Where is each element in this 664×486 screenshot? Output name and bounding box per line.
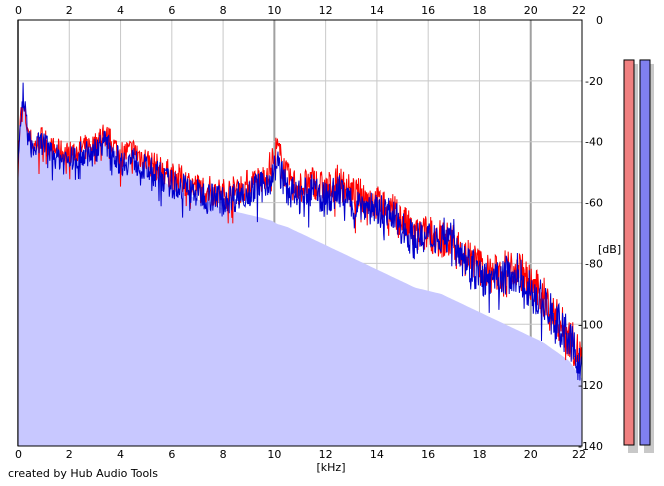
x-tick-label: 0	[15, 448, 22, 461]
x-tick-label: 22	[572, 4, 586, 17]
x-tick-label: 0	[15, 4, 22, 17]
x-tick-label: 6	[168, 448, 175, 461]
x-tick-label: 8	[220, 448, 227, 461]
x-tick-label: 20	[524, 4, 538, 17]
x-tick-label: 6	[168, 4, 175, 17]
y-tick-label: 0	[596, 14, 603, 27]
x-axis-label: [kHz]	[317, 461, 346, 474]
series-layer	[17, 82, 583, 381]
y-tick-label: -100	[578, 318, 603, 331]
x-tick-label: 20	[524, 448, 538, 461]
y-axis-label: [dB]	[598, 243, 621, 256]
y-tick-label: -40	[585, 136, 603, 149]
x-tick-label: 12	[319, 4, 333, 17]
credit-text: created by Hub Audio Tools	[8, 467, 158, 480]
plot-area-frame	[17, 19, 583, 447]
y-tick-label: -140	[578, 440, 603, 453]
y-tick-label: -120	[578, 379, 603, 392]
x-tick-label: 10	[267, 448, 281, 461]
level-meter-left	[623, 59, 635, 446]
x-tick-label: 10	[267, 4, 281, 17]
x-tick-label: 4	[117, 448, 124, 461]
x-tick-label: 2	[66, 448, 73, 461]
x-tick-label: 16	[421, 448, 435, 461]
x-tick-labels-bottom: 0 2 4 6 8 10 12 14 16 18 20 22	[15, 448, 586, 461]
series-line-right	[17, 82, 583, 381]
x-tick-label: 18	[472, 4, 486, 17]
y-tick-labels: 0 -20 -40 -60 -80 -100 -120 -140	[578, 14, 603, 453]
x-tick-labels-top: 0 2 4 6 8 10 12 14 16 18 20 22	[15, 4, 586, 17]
level-meters	[623, 59, 654, 454]
x-tick-label: 4	[117, 4, 124, 17]
x-tick-label: 12	[319, 448, 333, 461]
x-tick-label: 16	[421, 4, 435, 17]
level-meter-right	[639, 59, 651, 446]
x-tick-label: 2	[66, 4, 73, 17]
x-tick-label: 22	[572, 448, 586, 461]
y-tick-label: -60	[585, 197, 603, 210]
x-tick-label: 14	[370, 448, 384, 461]
y-tick-label: -80	[585, 257, 603, 270]
x-tick-label: 18	[472, 448, 486, 461]
y-tick-label: -20	[585, 75, 603, 88]
x-tick-label: 8	[220, 4, 227, 17]
x-tick-label: 14	[370, 4, 384, 17]
